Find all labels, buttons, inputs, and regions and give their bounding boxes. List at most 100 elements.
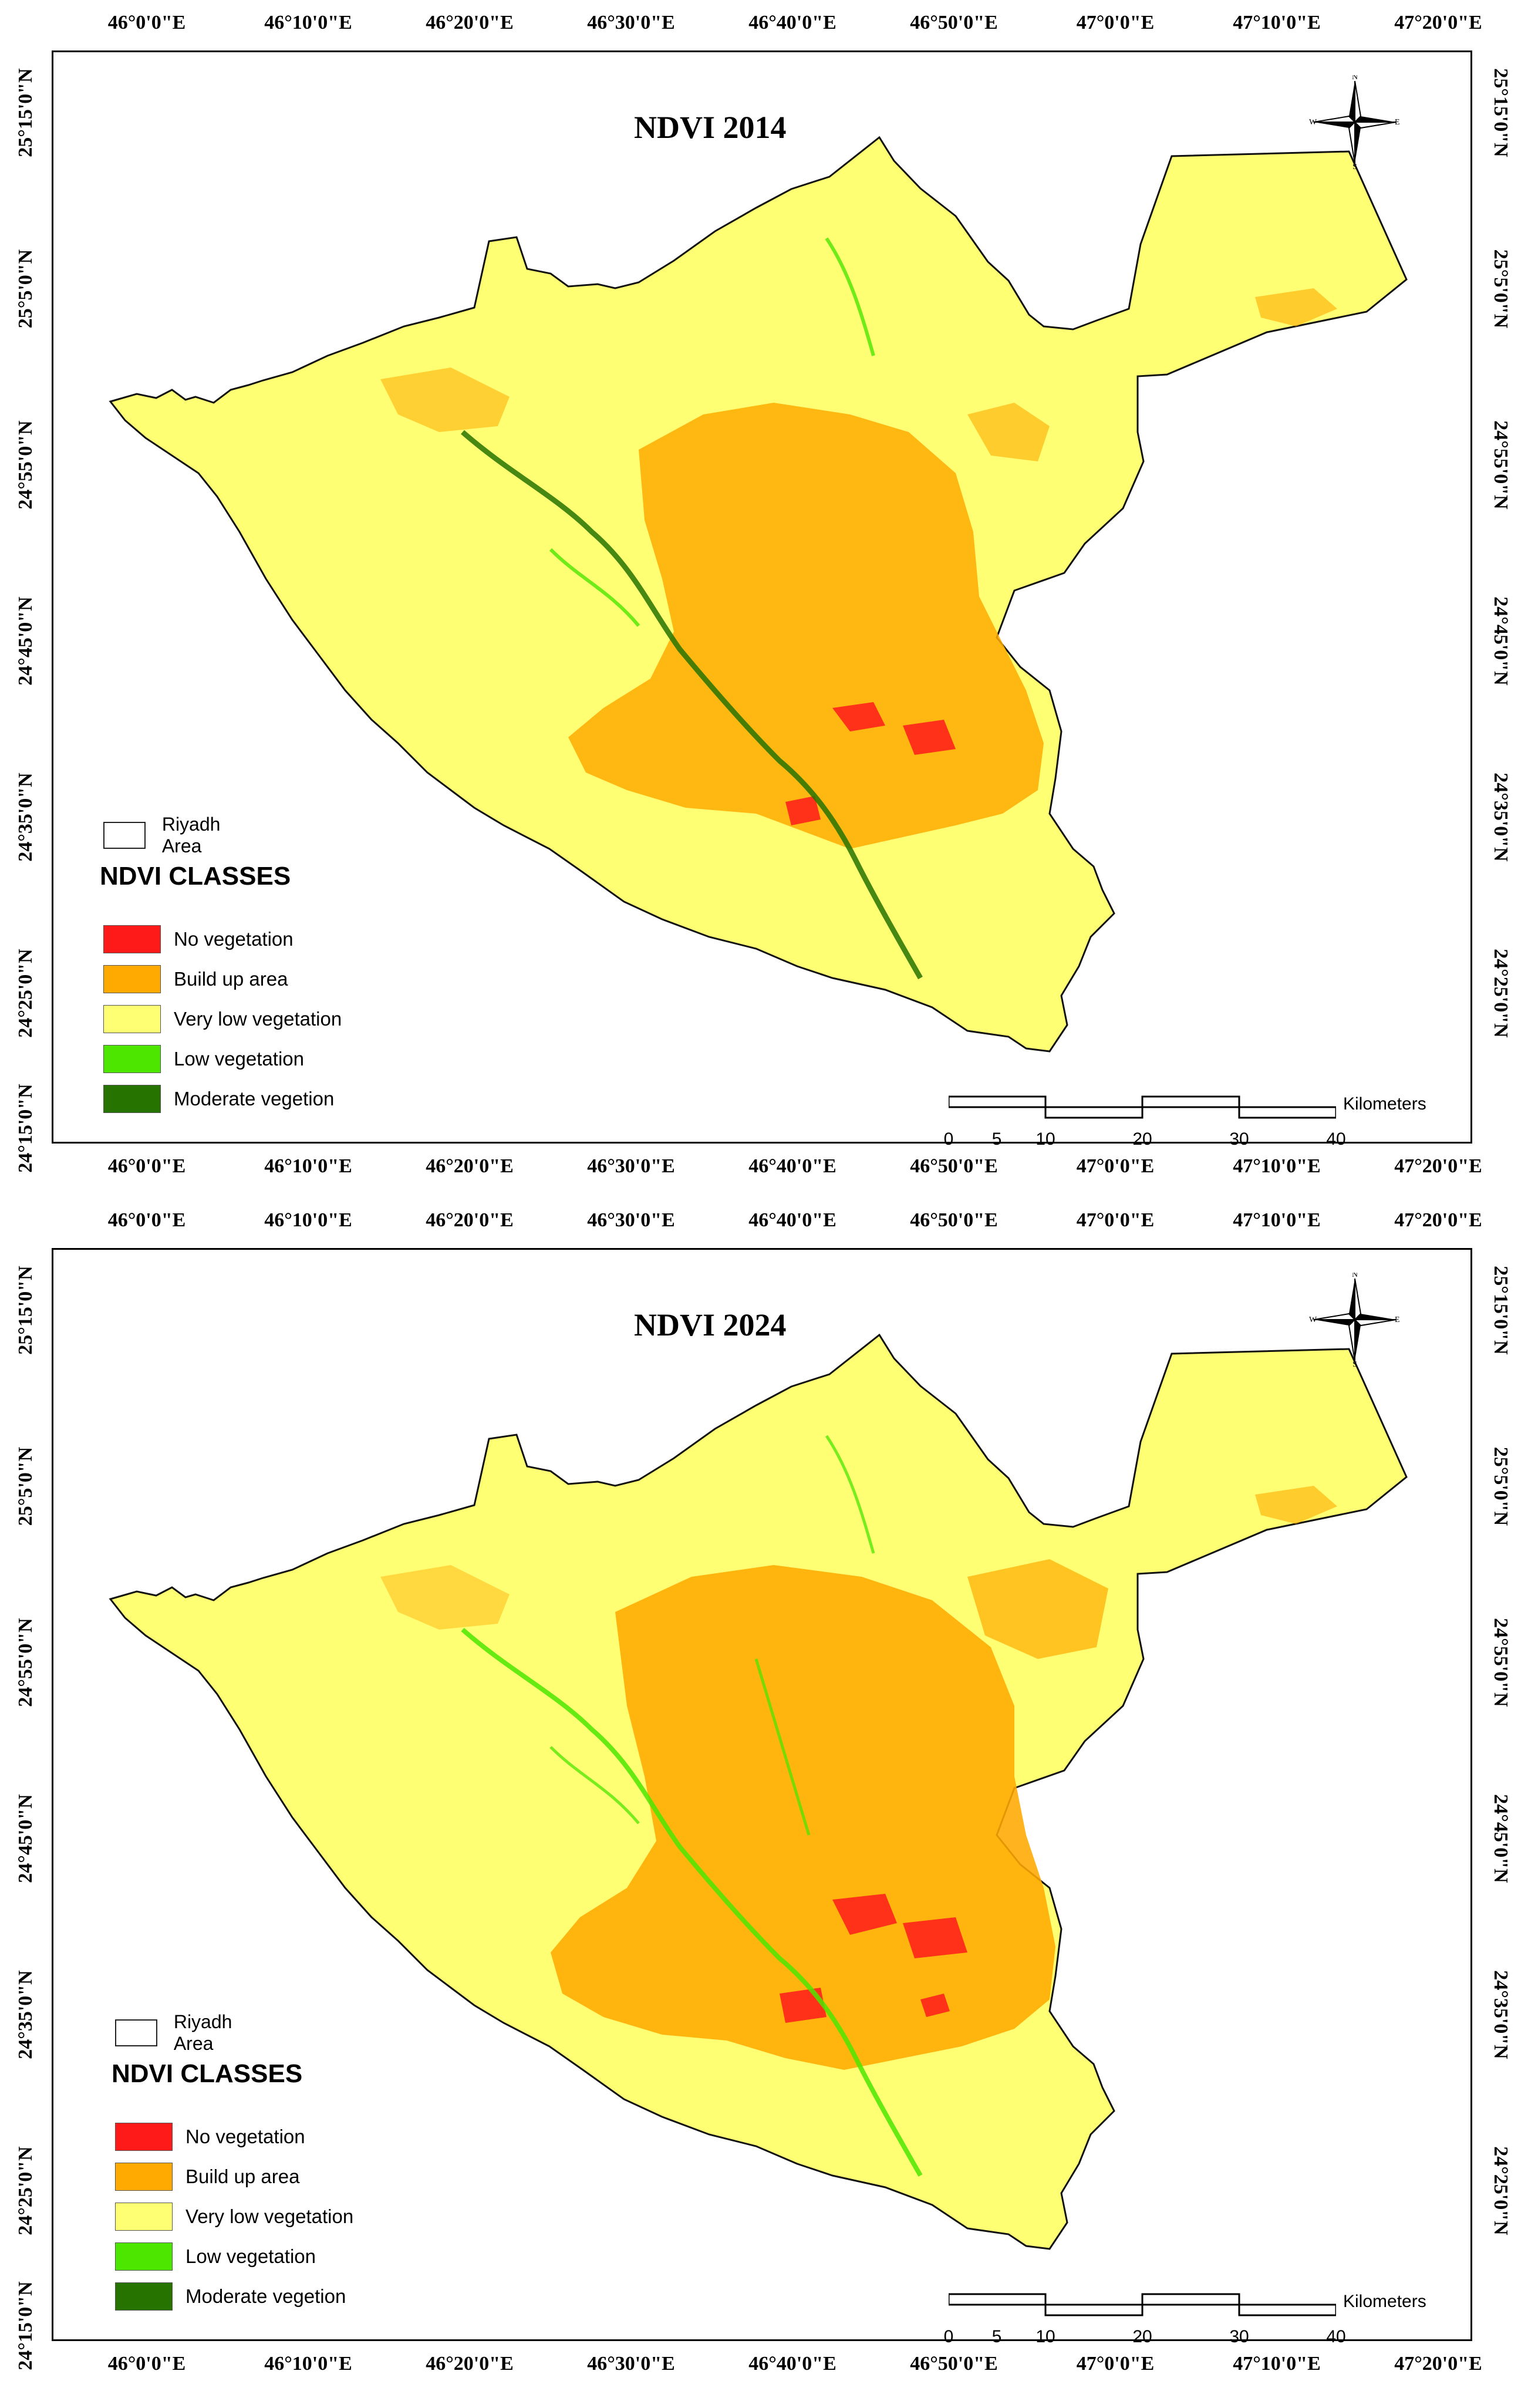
- no-vegetation-patches: [785, 702, 956, 825]
- lon-label-top: 46°20'0"E: [426, 12, 514, 33]
- legend-class-label: Build up area: [185, 2166, 300, 2187]
- legend-swatch: [115, 2282, 173, 2311]
- compass-e: E: [1395, 118, 1400, 127]
- lat-label-left: 24°55'0"N: [15, 420, 36, 510]
- lon-label-top: 46°0'0"E: [107, 1209, 186, 1231]
- lat-label-left: 24°15'0"N: [15, 1084, 36, 1173]
- scale-tick: 40: [1326, 2327, 1346, 2346]
- legend-class-label: Very low vegetation: [185, 2205, 354, 2227]
- lon-label-top: 47°20'0"E: [1394, 1209, 1482, 1231]
- lat-label-right: 24°35'0"N: [1490, 773, 1512, 862]
- lon-label-bottom: 46°20'0"E: [426, 1155, 514, 1177]
- legend-area-row: Riyadh Area: [115, 2011, 248, 2055]
- lon-label-top: 46°20'0"E: [426, 1209, 514, 1231]
- legend-class-row: Moderate vegetion: [115, 2282, 346, 2311]
- wadi-vegetation: [461, 430, 923, 980]
- lat-label-left: 24°45'0"N: [15, 1794, 36, 1883]
- compass-n: N: [1352, 1273, 1358, 1279]
- lat-label-right: 25°5'0"N: [1490, 249, 1512, 329]
- lon-label-top: 47°10'0"E: [1233, 12, 1321, 33]
- scale-tick: 0: [943, 2327, 954, 2346]
- lon-label-bottom: 46°10'0"E: [264, 1155, 352, 1177]
- lat-label-right: 24°35'0"N: [1490, 1970, 1512, 2059]
- scale-tick: 10: [1035, 1129, 1055, 1149]
- compass-e: E: [1395, 1316, 1400, 1324]
- builtup-zone: [967, 403, 1050, 461]
- map-title: NDVI 2024: [634, 1307, 787, 1343]
- lon-label-top: 46°30'0"E: [587, 1209, 675, 1231]
- legend-class-row: Very low vegetation: [115, 2203, 353, 2231]
- lat-label-right: 24°45'0"N: [1490, 1794, 1512, 1883]
- legend-area-label: Riyadh Area: [173, 2011, 232, 2054]
- lon-label-top: 46°40'0"E: [748, 1209, 836, 1231]
- map-title: NDVI 2014: [634, 110, 787, 145]
- legend-class-label: Very low vegetation: [174, 1008, 342, 1030]
- legend-swatch: [103, 925, 161, 953]
- scale-tick: 5: [991, 1129, 1002, 1149]
- lat-label-left: 24°25'0"N: [15, 949, 36, 1038]
- wadi-vegetation: [549, 1435, 875, 1836]
- legend-class-row: Very low vegetation: [103, 1005, 342, 1033]
- scale-tick: 20: [1132, 1129, 1152, 1149]
- scale-tick: 30: [1229, 2327, 1249, 2346]
- legend-class-label: No vegetation: [185, 2126, 305, 2147]
- scale-tick: 20: [1132, 2327, 1152, 2346]
- lat-label-left: 24°45'0"N: [15, 596, 36, 686]
- scale-bar-graphic: [949, 1095, 1336, 1119]
- lon-label-top: 46°10'0"E: [264, 12, 352, 33]
- lon-label-top: 47°0'0"E: [1076, 12, 1155, 33]
- builtup-zone: [967, 1559, 1108, 1659]
- legend-swatch: [115, 2242, 173, 2271]
- lat-label-right: 25°5'0"N: [1490, 1446, 1512, 1526]
- lat-label-left: 25°5'0"N: [15, 1446, 36, 1526]
- lat-label-left: 24°15'0"N: [15, 2281, 36, 2370]
- scale-unit: Kilometers: [1343, 2292, 1426, 2311]
- legend-swatch: [103, 1085, 161, 1113]
- lat-label-left: 25°15'0"N: [15, 68, 36, 157]
- lat-label-left: 24°55'0"N: [15, 1618, 36, 1707]
- legend-class-row: Low vegetation: [115, 2242, 316, 2271]
- legend-swatch: [115, 2123, 173, 2151]
- compass-w: W: [1309, 118, 1317, 127]
- legend-class-label: No vegetation: [174, 928, 294, 950]
- scale-tick: 40: [1326, 1129, 1346, 1149]
- map-canvas: [109, 1333, 1408, 2250]
- scale-tick: 10: [1035, 2327, 1055, 2346]
- lat-label-right: 24°55'0"N: [1490, 1618, 1512, 1707]
- scale-tick: 0: [943, 1129, 954, 1149]
- lon-label-bottom: 46°40'0"E: [748, 2353, 836, 2375]
- legend-class-label: Low vegetation: [174, 1048, 304, 1070]
- legend-swatch: [103, 1045, 161, 1073]
- north-arrow-icon: N S W E: [1309, 1273, 1400, 1367]
- lat-label-left: 25°5'0"N: [15, 249, 36, 329]
- lat-label-right: 25°15'0"N: [1490, 68, 1512, 157]
- lon-label-bottom: 46°50'0"E: [910, 1155, 998, 1177]
- legend-class-label: Low vegetation: [185, 2245, 316, 2267]
- builtup-zone: [380, 367, 510, 432]
- lat-label-left: 24°25'0"N: [15, 2146, 36, 2235]
- wadi-vegetation: [549, 237, 875, 627]
- lon-label-bottom: 47°20'0"E: [1394, 1155, 1482, 1177]
- legend-swatch: [115, 2163, 173, 2191]
- lon-label-bottom: 46°0'0"E: [107, 2353, 186, 2375]
- lon-label-top: 47°10'0"E: [1233, 1209, 1321, 1231]
- lat-label-right: 25°15'0"N: [1490, 1266, 1512, 1355]
- legend-class-label: Build up area: [174, 968, 288, 990]
- legend-class-row: Build up area: [103, 965, 288, 993]
- scale-tick: 5: [991, 2327, 1002, 2346]
- compass-s: S: [1352, 163, 1357, 169]
- scale-tick: 30: [1229, 1129, 1249, 1149]
- lon-label-bottom: 46°30'0"E: [587, 2353, 675, 2375]
- lat-label-right: 24°45'0"N: [1490, 596, 1512, 686]
- legend-class-label: Moderate vegetion: [174, 1088, 335, 1109]
- lat-label-right: 24°25'0"N: [1490, 949, 1512, 1038]
- legend-class-row: Low vegetation: [103, 1045, 304, 1073]
- legend-swatch: [115, 2203, 173, 2231]
- lon-label-top: 46°30'0"E: [587, 12, 675, 33]
- lon-label-top: 46°50'0"E: [910, 1209, 998, 1231]
- legend-class-row: Build up area: [115, 2163, 299, 2191]
- lon-label-bottom: 46°40'0"E: [748, 1155, 836, 1177]
- lon-label-top: 46°50'0"E: [910, 12, 998, 33]
- lon-label-top: 46°40'0"E: [748, 12, 836, 33]
- lat-label-right: 24°25'0"N: [1490, 2146, 1512, 2235]
